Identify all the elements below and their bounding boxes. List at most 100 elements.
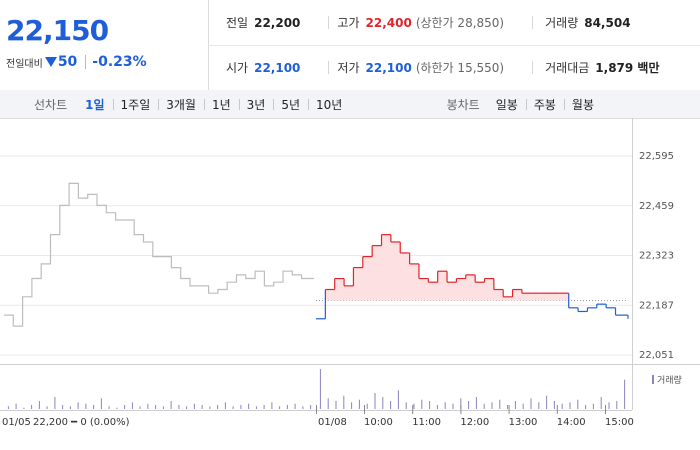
previous-day-line: [4, 182, 314, 327]
volume-bar: [616, 401, 618, 409]
volume-bar: [69, 406, 71, 409]
volume-bar: [193, 403, 195, 409]
volume-bar: [546, 395, 548, 409]
period-tab-1w[interactable]: 1주일: [112, 96, 159, 113]
stat-label: 고가: [337, 16, 360, 30]
chart-toolbar: 선차트 1일 1주일 3개월 1년 3년 5년 10년 봉차트 일봉 주봉 월봉: [0, 90, 700, 119]
volume-bar: [62, 405, 64, 409]
volume-bar: [405, 402, 407, 409]
volume-bar: [592, 403, 594, 409]
change-amount: 50: [57, 54, 78, 70]
volume-bar: [279, 406, 281, 409]
volume-bar: [46, 406, 48, 409]
stat-label: 거래량: [545, 16, 579, 30]
volume-bar: [240, 405, 242, 409]
volume-bar: [413, 403, 415, 409]
volume-bar: [624, 379, 626, 409]
volume-bar: [351, 402, 353, 409]
change-label: 전일대비: [6, 58, 43, 70]
volume-legend-label: 거래량: [657, 374, 682, 386]
volume-bar: [248, 403, 250, 409]
volume-bar: [116, 407, 118, 409]
volume-bar: [444, 402, 446, 409]
volume-bar: [31, 405, 33, 409]
volume-bar: [255, 406, 257, 409]
x-tick-label: 15:00: [605, 417, 634, 428]
x-tick-label: 14:00: [557, 417, 586, 428]
volume-bar: [390, 401, 392, 409]
stat-divider: [328, 16, 330, 29]
stat-label: 시가: [226, 61, 249, 75]
y-tick-label: 22,595: [639, 151, 674, 162]
volume-bar: [15, 403, 17, 409]
volume-bar: [302, 406, 304, 409]
volume-bar: [186, 406, 188, 409]
x-tick-label: 01/05: [2, 417, 31, 428]
volume-bar: [452, 403, 454, 409]
volume-bar: [382, 397, 384, 409]
volume-bar: [374, 393, 376, 409]
stats-row-1: 전일 22,200 고가 22,400 (상한가 28,850) 거래량 84,…: [208, 0, 700, 46]
stat-trade-value: 거래대금 1,879 백만: [545, 59, 659, 76]
volume-bar: [178, 405, 180, 409]
volume-bar: [514, 401, 516, 409]
volume-bar: [131, 402, 133, 409]
price-chart: 22,595 22,459 22,323 22,187 22,051 거래량 01/05…: [0, 118, 700, 428]
period-tab-5y[interactable]: 5년: [273, 96, 308, 113]
change-row: 전일대비 50 -0.23%: [6, 54, 147, 70]
candle-tab-daily[interactable]: 일봉: [495, 97, 518, 112]
volume-bar: [155, 405, 157, 409]
volume-bar: [54, 397, 56, 409]
volume-bar: [327, 398, 329, 409]
stat-divider: [532, 61, 534, 74]
stat-value: 22,100: [365, 60, 412, 75]
volume-legend-swatch: [652, 375, 654, 384]
volume-bar: [310, 405, 312, 409]
stat-value: 22,200: [254, 15, 301, 30]
period-tab-1d[interactable]: 1일: [85, 97, 105, 112]
volume-bar: [429, 401, 431, 409]
volume-bar: [343, 395, 345, 409]
stat-open: 시가 22,100: [226, 59, 300, 76]
volume-bar: [499, 399, 501, 409]
volume-bar: [468, 401, 470, 409]
price-box: 22,150 전일대비 50 -0.23%: [0, 0, 209, 90]
change-divider: [85, 55, 87, 69]
volume-bar: [483, 403, 485, 409]
volume-bar: [585, 405, 587, 409]
volume-bar: [77, 402, 79, 409]
x-tick-label: 12:00: [460, 417, 489, 428]
volume-bar: [23, 407, 25, 409]
volume-bar: [93, 405, 95, 409]
period-tab-1y[interactable]: 1년: [203, 96, 239, 113]
volume-bar: [319, 369, 321, 409]
x-tick-label: 13:00: [509, 417, 538, 428]
candle-tab-weekly[interactable]: 주봉: [525, 96, 564, 113]
volume-bar: [38, 401, 40, 409]
volume-bar: [358, 399, 360, 409]
volume-bar: [421, 399, 423, 409]
stat-volume: 거래량 84,504: [545, 14, 630, 31]
stat-value: 22,100: [254, 60, 301, 75]
volume-bar: [491, 402, 493, 409]
candle-tab-monthly[interactable]: 월봉: [563, 96, 602, 113]
previous-day-summary: 22,200 ━ 0 (0.00%): [33, 417, 130, 428]
y-axis-ticks: 22,595 22,459 22,323 22,187 22,051: [639, 151, 674, 361]
stat-label: 거래대금: [545, 61, 590, 75]
volume-bar: [147, 403, 149, 409]
volume-bar: [335, 401, 337, 409]
volume-bar: [201, 405, 203, 409]
volume-bar: [397, 390, 399, 409]
y-tick-label: 22,051: [639, 350, 674, 361]
down-triangle-icon: [44, 57, 57, 67]
volume-bar: [561, 403, 563, 409]
volume-bar: [217, 405, 219, 409]
period-tab-3m[interactable]: 3개월: [158, 96, 204, 113]
period-tab-10y[interactable]: 10년: [308, 96, 350, 113]
x-axis-ticks: 01/05 22,200 ━ 0 (0.00%) 01/08 10:00 11:00 12…: [2, 405, 634, 428]
x-tick-label: 11:00: [412, 417, 441, 428]
stat-value: 1,879 백만: [595, 61, 660, 75]
period-tab-3y[interactable]: 3년: [238, 96, 274, 113]
stat-divider: [328, 61, 330, 74]
volume-bar: [460, 398, 462, 409]
